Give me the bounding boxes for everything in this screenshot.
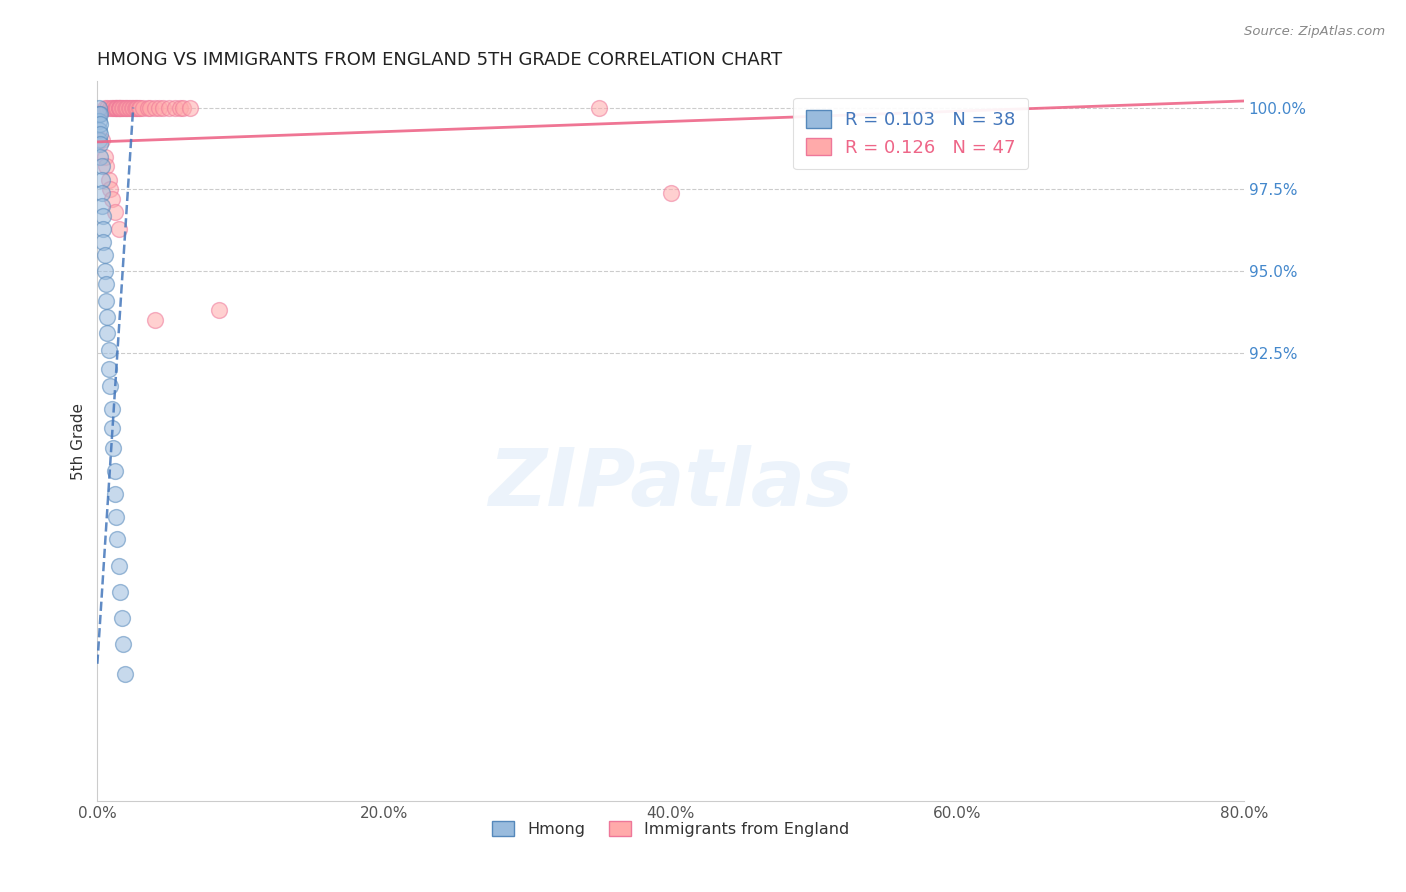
Point [98,101,121,115]
Point [179,101,201,115]
Point [91,209,114,223]
Point [152,101,174,115]
Point [103,101,125,115]
Point [89,150,111,164]
Point [94,160,117,174]
Legend: Hmong, Immigrants from England: Hmong, Immigrants from England [485,814,856,844]
Point [87,133,110,147]
Point [172,101,194,115]
Point [169,101,191,115]
Point [115,101,138,115]
Point [97,343,120,357]
Text: Source: ZipAtlas.com: Source: ZipAtlas.com [1244,25,1385,38]
Point [87,113,110,128]
Point [163,101,186,115]
Point [122,101,145,115]
Point [108,558,131,573]
Point [157,101,180,115]
Point [100,101,122,115]
Point [114,101,136,115]
Point [121,101,143,115]
Point [103,486,125,500]
Point [91,221,114,235]
Point [588,101,610,115]
Point [104,101,127,115]
Point [124,101,146,115]
Point [125,101,148,115]
Point [111,611,134,625]
Point [107,533,129,547]
Point [128,101,150,115]
Point [94,293,117,308]
Point [110,584,132,599]
Point [94,277,117,292]
Y-axis label: 5th Grade: 5th Grade [72,403,86,480]
Point [111,101,134,115]
Point [143,101,166,115]
Point [90,199,112,213]
Point [104,509,127,524]
Point [127,101,149,115]
Point [110,101,132,115]
Point [114,666,136,681]
Point [89,107,111,121]
Point [112,637,135,651]
Point [208,303,231,318]
Point [90,186,112,200]
Point [108,101,131,115]
Text: HMONG VS IMMIGRANTS FROM ENGLAND 5TH GRADE CORRELATION CHART: HMONG VS IMMIGRANTS FROM ENGLAND 5TH GRA… [97,51,783,69]
Point [98,182,121,196]
Point [91,235,114,249]
Point [87,123,110,137]
Point [148,101,170,115]
Point [93,264,115,278]
Point [108,221,131,235]
Point [93,101,115,115]
Point [129,101,152,115]
Text: ZIPatlas: ZIPatlas [488,445,853,524]
Point [107,101,129,115]
Point [100,192,122,206]
Point [659,186,682,200]
Point [93,248,115,262]
Point [110,101,132,115]
Point [96,101,118,115]
Point [93,150,115,164]
Point [103,205,125,219]
Point [112,101,135,115]
Point [90,160,112,174]
Point [103,464,125,478]
Point [96,310,118,324]
Point [117,101,139,115]
Point [90,172,112,186]
Point [120,101,142,115]
Point [89,117,111,131]
Point [98,378,121,392]
Point [87,107,110,121]
Point [87,101,110,115]
Point [143,313,166,327]
Point [97,172,120,186]
Point [132,101,155,115]
Point [100,421,122,435]
Point [136,101,159,115]
Point [89,136,111,151]
Point [96,326,118,341]
Point [100,401,122,416]
Point [139,101,162,115]
Point [104,101,127,115]
Point [101,101,124,115]
Point [90,133,112,147]
Point [89,127,111,141]
Point [101,441,124,455]
Point [97,362,120,376]
Point [118,101,141,115]
Point [108,101,131,115]
